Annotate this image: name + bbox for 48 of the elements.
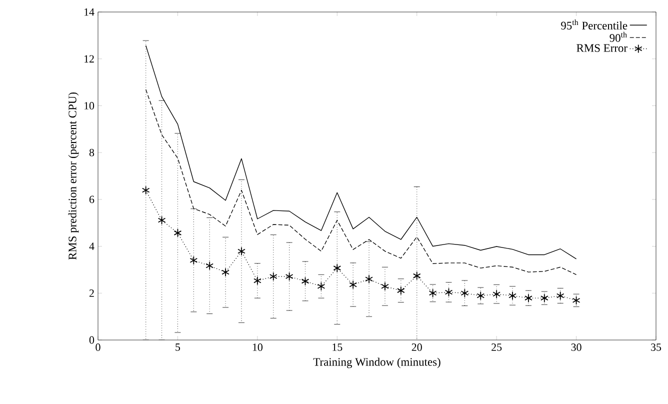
point (269, 272, 278, 281)
y-tick-label: 12 (84, 55, 94, 62)
point (381, 282, 389, 291)
point (412, 271, 421, 280)
point (190, 256, 198, 265)
point (397, 286, 405, 296)
point (476, 291, 485, 300)
point (349, 280, 357, 290)
y-tick-label: 6 (89, 196, 94, 204)
x-tick-label: 0 (96, 344, 100, 351)
x-tick-label: 5 (176, 344, 180, 351)
point (206, 261, 214, 270)
point (174, 228, 182, 238)
legend-label: 90$^{th}$ (610, 32, 627, 42)
point (301, 276, 310, 286)
point (285, 272, 294, 281)
point (158, 216, 166, 225)
legend-label: 95$^{th}$ Percentile (561, 19, 628, 30)
x-tick-label: 15 (332, 344, 342, 351)
y-axis-title: RMS prediction error (percent CPU) (68, 92, 79, 260)
point (222, 268, 230, 277)
x-tick-label: 35 (651, 344, 662, 351)
point (142, 186, 150, 195)
point (365, 274, 373, 284)
y-tick-label: 0 (89, 336, 94, 344)
x-axis-title: Training Window (minutes) (313, 358, 440, 368)
x-tick-label: 20 (412, 344, 422, 351)
point (556, 291, 564, 300)
y-tick-label: 8 (89, 148, 94, 156)
point (444, 288, 453, 297)
point (492, 290, 500, 299)
point (540, 294, 548, 303)
point (460, 288, 469, 298)
y-tick-label: 4 (89, 242, 94, 250)
point (254, 276, 262, 286)
y-tick-label: 14 (84, 8, 94, 16)
point (333, 264, 342, 273)
point (238, 246, 246, 256)
y-tick-label: 10 (84, 102, 94, 110)
x-tick-label: 25 (492, 344, 502, 351)
y-tick-label: 2 (89, 290, 94, 297)
point (508, 291, 516, 300)
point (317, 282, 326, 291)
legend-label: RMS Error (576, 44, 628, 52)
x-tick-label: 10 (252, 344, 262, 351)
point (428, 288, 437, 298)
x-tick-label: 30 (571, 344, 582, 351)
point (524, 294, 532, 303)
